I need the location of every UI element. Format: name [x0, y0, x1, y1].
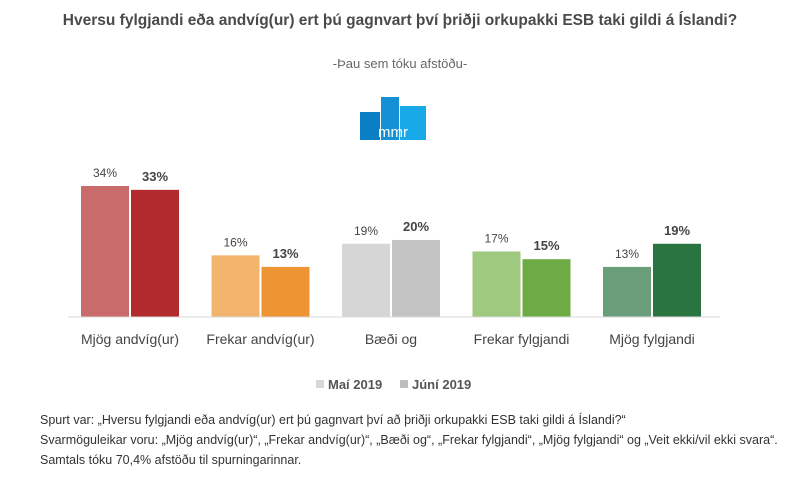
- chart-title: Hversu fylgjandi eða andvíg(ur) ert þú g…: [62, 12, 738, 29]
- category-label: Frekar fylgjandi: [474, 331, 570, 347]
- data-label: 34%: [93, 166, 117, 180]
- bar: [603, 266, 651, 317]
- legend-label: Maí 2019: [328, 377, 382, 392]
- bar-chart: mmr 34% 33% Mjög andvíg(ur) 16% 13% Frekar an…: [68, 97, 720, 392]
- bar: [653, 243, 701, 317]
- bar: [472, 251, 521, 317]
- category-label: Bæði og: [365, 331, 417, 347]
- footnotes: Spurt var: „Hversu fylgjandi eða andvíg(…: [40, 410, 780, 470]
- category-label: Mjög andvíg(ur): [81, 331, 179, 347]
- bar: [131, 189, 179, 317]
- data-label: 20%: [403, 219, 429, 234]
- footnote-options: Svarmöguleikar voru: „Mjög andvíg(ur)“, …: [40, 433, 778, 447]
- category-label: Mjög fylgjandi: [609, 331, 695, 347]
- legend-swatch: [316, 380, 324, 388]
- data-label: 17%: [484, 232, 508, 246]
- data-label: 16%: [223, 235, 247, 249]
- bar: [261, 266, 310, 317]
- legend-label: Júní 2019: [412, 377, 471, 392]
- data-label: 13%: [272, 246, 298, 261]
- bar: [342, 243, 390, 317]
- data-label: 13%: [615, 247, 639, 261]
- data-label: 19%: [664, 223, 690, 238]
- bar: [211, 255, 260, 317]
- data-label: 33%: [142, 169, 168, 184]
- bar: [522, 259, 571, 317]
- chart-subtitle: -Þau sem tóku afstöðu-: [332, 56, 468, 71]
- category-label: Frekar andvíg(ur): [206, 331, 314, 347]
- mmr-logo: mmr: [360, 97, 426, 141]
- bar: [392, 239, 440, 317]
- footnote-total: Samtals tóku 70,4% afstöðu til spurninga…: [40, 453, 302, 467]
- legend-swatch: [400, 380, 408, 388]
- bar: [81, 186, 129, 317]
- svg-text:mmr: mmr: [378, 124, 408, 141]
- data-label: 15%: [533, 238, 559, 253]
- data-label: 19%: [354, 224, 378, 238]
- footnote-question: Spurt var: „Hversu fylgjandi eða andvíg(…: [40, 413, 626, 427]
